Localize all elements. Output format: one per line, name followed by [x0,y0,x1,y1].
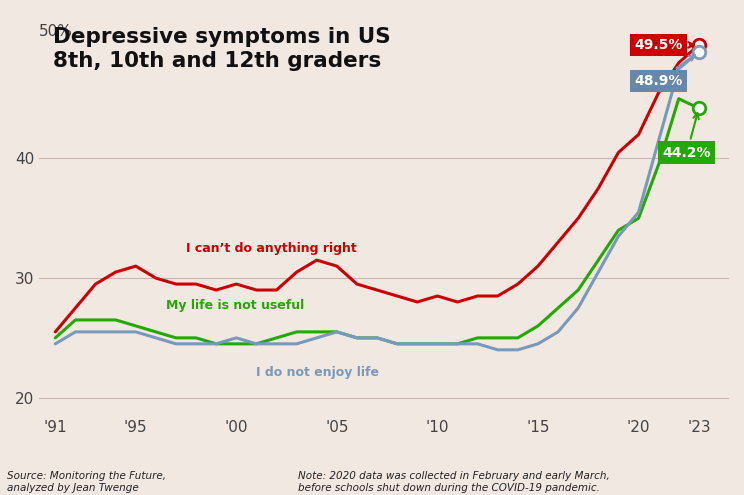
Text: Note: 2020 data was collected in February and early March,
before schools shut d: Note: 2020 data was collected in Februar… [298,471,609,493]
Text: 44.2%: 44.2% [663,113,711,159]
Text: I do not enjoy life: I do not enjoy life [257,366,379,379]
Text: My life is not useful: My life is not useful [166,299,304,312]
Text: 48.9%: 48.9% [635,55,695,88]
Text: 49.5%: 49.5% [635,38,693,52]
Text: I can’t do anything right: I can’t do anything right [186,242,357,255]
Text: Depressive symptoms in US
8th, 10th and 12th graders: Depressive symptoms in US 8th, 10th and … [53,27,391,71]
Text: 50%: 50% [39,24,73,39]
Text: Source: Monitoring the Future,
analyzed by Jean Twenge: Source: Monitoring the Future, analyzed … [7,471,167,493]
